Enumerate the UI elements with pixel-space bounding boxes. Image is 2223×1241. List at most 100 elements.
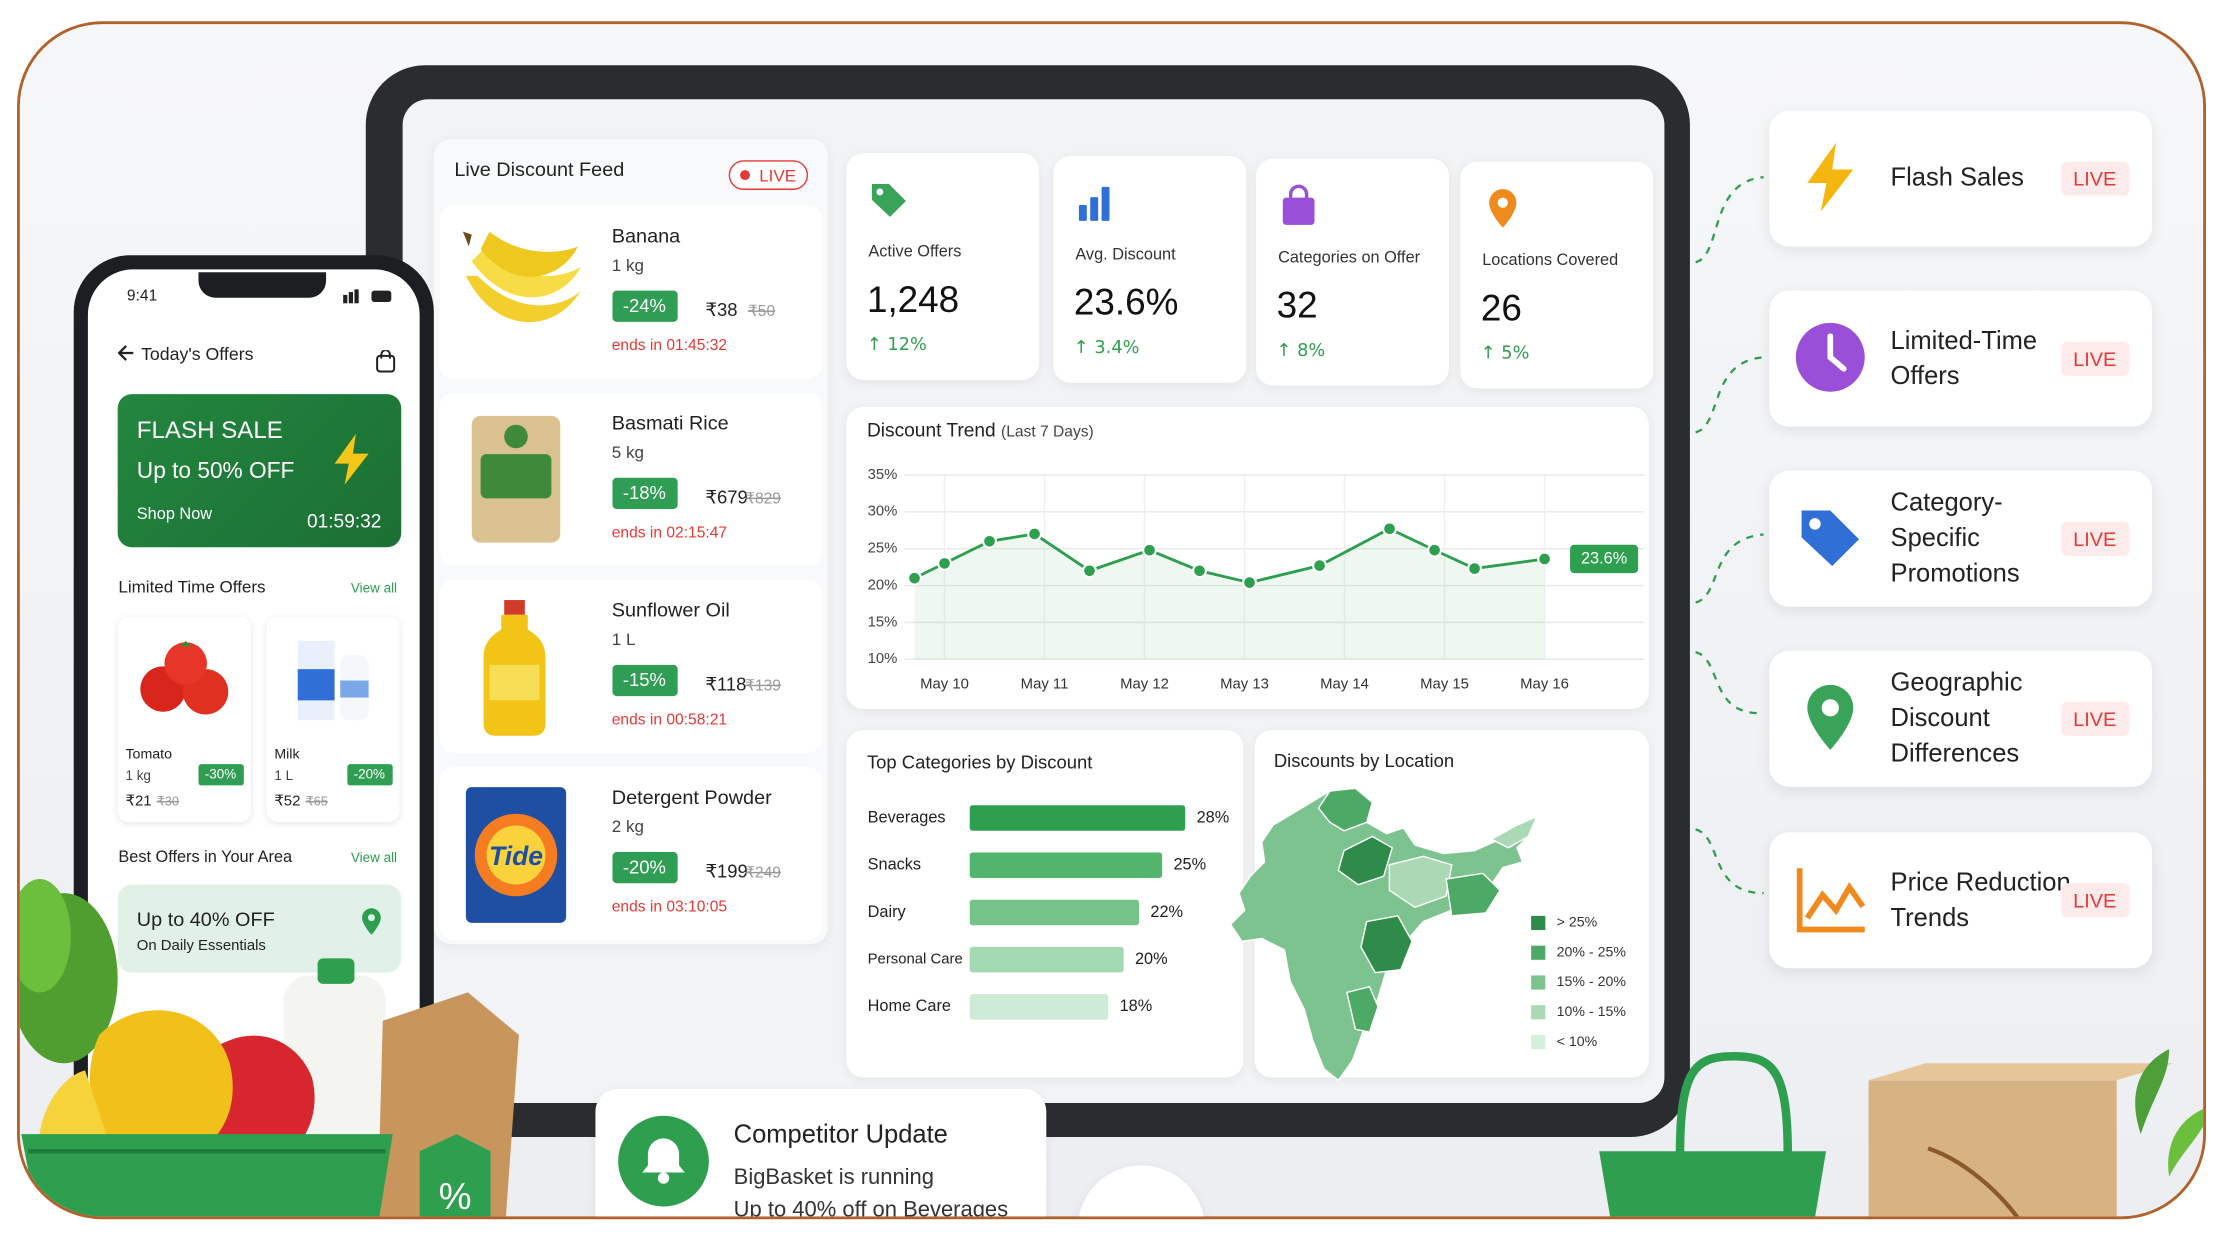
decoration: [1800, 509, 1859, 566]
decoration: [1800, 509, 1859, 566]
limited-link[interactable]: View all: [350, 580, 398, 597]
price: ₹679: [705, 485, 748, 507]
kpi-card: [1052, 155, 1246, 383]
location-card: [1253, 729, 1649, 1077]
area-offer: Up to 40% OFF: [136, 906, 275, 930]
decoration: [367, 913, 375, 921]
decoration: [1694, 532, 1764, 603]
decoration: [339, 679, 368, 697]
live-dot: [739, 169, 750, 180]
kpi-change: ↑ 3.4%: [1073, 335, 1140, 357]
kpi-label: Locations Covered: [1482, 251, 1619, 269]
item-badge: -30%: [197, 763, 244, 785]
trend-card: [845, 406, 1649, 709]
live-badge: LIVE: [2060, 701, 2129, 736]
icon: [1791, 678, 1868, 755]
kpi-card: [1255, 158, 1449, 385]
decoration: [1282, 183, 1314, 225]
area-link[interactable]: View all: [350, 849, 398, 866]
kpi-value: 26: [1480, 285, 1522, 329]
decoration: [488, 664, 539, 700]
product-image: Tide: [450, 778, 583, 925]
item-name: Tomato: [125, 746, 172, 763]
decoration: [1826, 332, 1846, 371]
back-arrow: [116, 344, 133, 361]
decoration: [1806, 142, 1853, 211]
kpi-change: ↑ 5%: [1480, 340, 1530, 363]
kpi-change: ↑ 12%: [866, 332, 927, 354]
decoration: [503, 423, 528, 448]
decoration: [333, 433, 368, 485]
connectors: [1694, 175, 1764, 894]
area-title: Best Offers in Your Area: [118, 848, 293, 866]
phone-time: 9:41: [126, 287, 158, 305]
feature-title: Geographic Discount Differences: [1890, 667, 2023, 767]
product-name: Banana: [611, 223, 681, 246]
category-card: [845, 729, 1243, 1077]
icon: [866, 177, 911, 222]
feature-title: Flash Sales: [1890, 163, 2024, 192]
discount-badge: -24%: [611, 289, 677, 322]
tag-text: %: [438, 1175, 471, 1216]
decoration: [1496, 196, 1508, 208]
status-icons: [342, 288, 391, 303]
feature-title: Limited-Time Offers: [1890, 325, 2038, 390]
competitor-title: Competitor Update: [733, 1119, 948, 1148]
decoration: [1694, 175, 1764, 263]
groceries-right: [1598, 1048, 2204, 1217]
old-price: ₹50: [747, 302, 776, 320]
old-price: ₹829: [745, 489, 781, 507]
feature-title: Category-Specific Promotions: [1890, 487, 2020, 587]
brand-text: Tide: [488, 840, 542, 870]
kpi-label: Categories on Offer: [1278, 248, 1421, 266]
decoration: [641, 1137, 685, 1172]
location-title: Discounts by Location: [1273, 749, 1455, 771]
item-price: ₹52: [274, 791, 301, 809]
decoration: [657, 1171, 669, 1184]
decoration: [503, 599, 525, 615]
price: ₹118: [705, 672, 747, 694]
decoration: [1488, 188, 1516, 227]
old-price: ₹139: [745, 676, 781, 694]
decoration: [485, 824, 545, 884]
decoration: [1694, 827, 1763, 894]
feature-title-wrap: Limited-Time Offers: [1891, 290, 2075, 426]
decoration: [1100, 186, 1109, 221]
phone-title: Today's Offers: [141, 343, 254, 364]
decoration: [1867, 1079, 2116, 1217]
discount-badge: -20%: [611, 851, 677, 883]
ends-in: ends in 03:10:05: [611, 898, 728, 916]
decoration: [1820, 698, 1839, 716]
ends-in: ends in 02:15:47: [611, 523, 728, 541]
feed-title: Live Discount Feed: [454, 156, 625, 180]
icon: [1791, 138, 1868, 215]
item-badge: -20%: [346, 763, 393, 785]
decoration: [348, 291, 353, 303]
decoration: [1808, 517, 1821, 529]
kpi-value: 1,248: [866, 277, 960, 320]
icon: [1791, 498, 1868, 575]
item-price: ₹21: [125, 791, 152, 809]
item-old: ₹65: [305, 793, 328, 808]
item-qty: 1 L: [274, 767, 294, 784]
kpi-change: ↑ 8%: [1276, 338, 1326, 360]
live-badge: LIVE: [2060, 340, 2129, 375]
decoration: [1282, 196, 1314, 225]
price: ₹199: [705, 859, 748, 882]
product-image: [450, 216, 583, 363]
decoration: [471, 415, 560, 542]
round-badge: [1076, 1164, 1205, 1217]
decoration: [297, 668, 334, 700]
ends-in: ends in 00:58:21: [611, 710, 728, 729]
decoration: [871, 183, 906, 217]
phone-item-image: [277, 626, 388, 728]
feature-title: Price Reduction Trends: [1890, 866, 2071, 931]
feature-title-wrap: Geographic Discount Differences: [1891, 650, 2075, 786]
category-title: Top Categories by Discount: [866, 750, 1093, 772]
decoration: [163, 641, 207, 685]
product-name: Detergent Powder: [611, 784, 772, 808]
limited-title: Limited Time Offers: [118, 576, 266, 597]
decoration: [1089, 196, 1098, 221]
kpi-value: 23.6%: [1073, 280, 1179, 323]
